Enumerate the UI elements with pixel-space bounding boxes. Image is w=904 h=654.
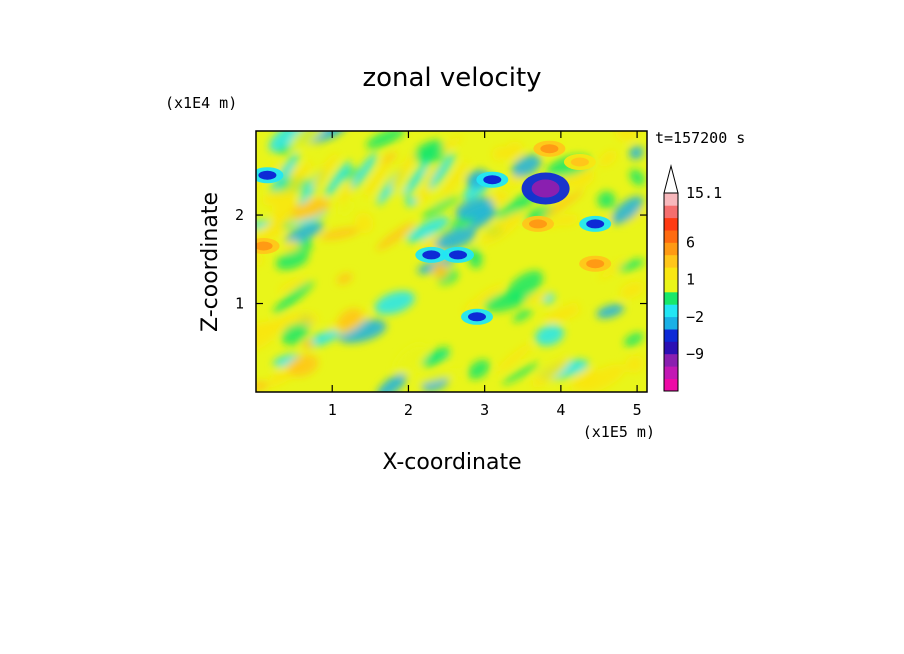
colorbar-segment: [664, 378, 678, 392]
colorbar-label: 15.1: [686, 184, 722, 202]
colorbar-segment: [664, 267, 678, 280]
contour-feature-core: [256, 241, 273, 251]
x-tick-label: 4: [556, 401, 565, 419]
colorbar-segment: [664, 193, 678, 206]
y-tick-label: 1: [235, 295, 244, 313]
colorbar-segment: [664, 292, 678, 305]
contour-feature-core: [449, 250, 467, 260]
y-unit-label: (x1E4 m): [165, 94, 237, 112]
colorbar-segment: [664, 205, 678, 219]
colorbar-label: −9: [686, 345, 704, 363]
x-tick-label: 1: [328, 401, 337, 419]
colorbar-segment: [664, 366, 678, 379]
colorbar-segment: [664, 353, 678, 367]
contour-feature-core: [586, 259, 605, 269]
colorbar-segment: [664, 242, 678, 256]
x-axis: 1 2 3 4 5: [328, 131, 642, 419]
colorbar-segment: [664, 329, 678, 342]
y-axis-title: Z-coordinate: [198, 192, 223, 332]
colorbar-segment: [664, 217, 678, 231]
contour-feature-core: [586, 219, 605, 229]
contour-fills: [256, 131, 645, 392]
x-unit-label: (x1E5 m): [583, 423, 655, 441]
plot-frame: [255, 130, 648, 393]
contour-feature-core: [540, 144, 559, 154]
contour-feature-core: [483, 175, 502, 185]
chart-title: zonal velocity: [362, 63, 541, 93]
y-tick-label: 2: [235, 206, 244, 224]
x-tick-label: 2: [404, 401, 413, 419]
colorbar-segment: [664, 230, 678, 243]
colorbar-label: −2: [686, 308, 704, 326]
colorbar-label: 6: [686, 234, 695, 252]
colorbar-segment: [664, 254, 678, 268]
x-tick-label: 3: [480, 401, 489, 419]
colorbar-segment: [664, 279, 678, 293]
contour-feature-core: [529, 219, 547, 229]
colorbar-segment: [664, 304, 678, 318]
colorbar: 15.1 6 1 −2 −9: [663, 164, 722, 392]
contour-feature-core: [570, 157, 589, 167]
y-axis: 12: [235, 206, 647, 313]
x-axis-title: X-coordinate: [382, 450, 521, 475]
contour-feature-core: [422, 250, 441, 260]
colorbar-segment: [664, 316, 678, 330]
plot-area: [256, 131, 647, 392]
contour-feature-core: [258, 170, 277, 180]
colorbar-extend-arrow: [663, 164, 679, 194]
contour-feature-core: [468, 312, 486, 322]
colorbar-segment: [664, 341, 678, 355]
contour-feature-core: [531, 179, 560, 198]
x-tick-label: 5: [633, 401, 642, 419]
time-label: t=157200 s: [655, 129, 745, 147]
colorbar-label: 1: [686, 271, 695, 289]
